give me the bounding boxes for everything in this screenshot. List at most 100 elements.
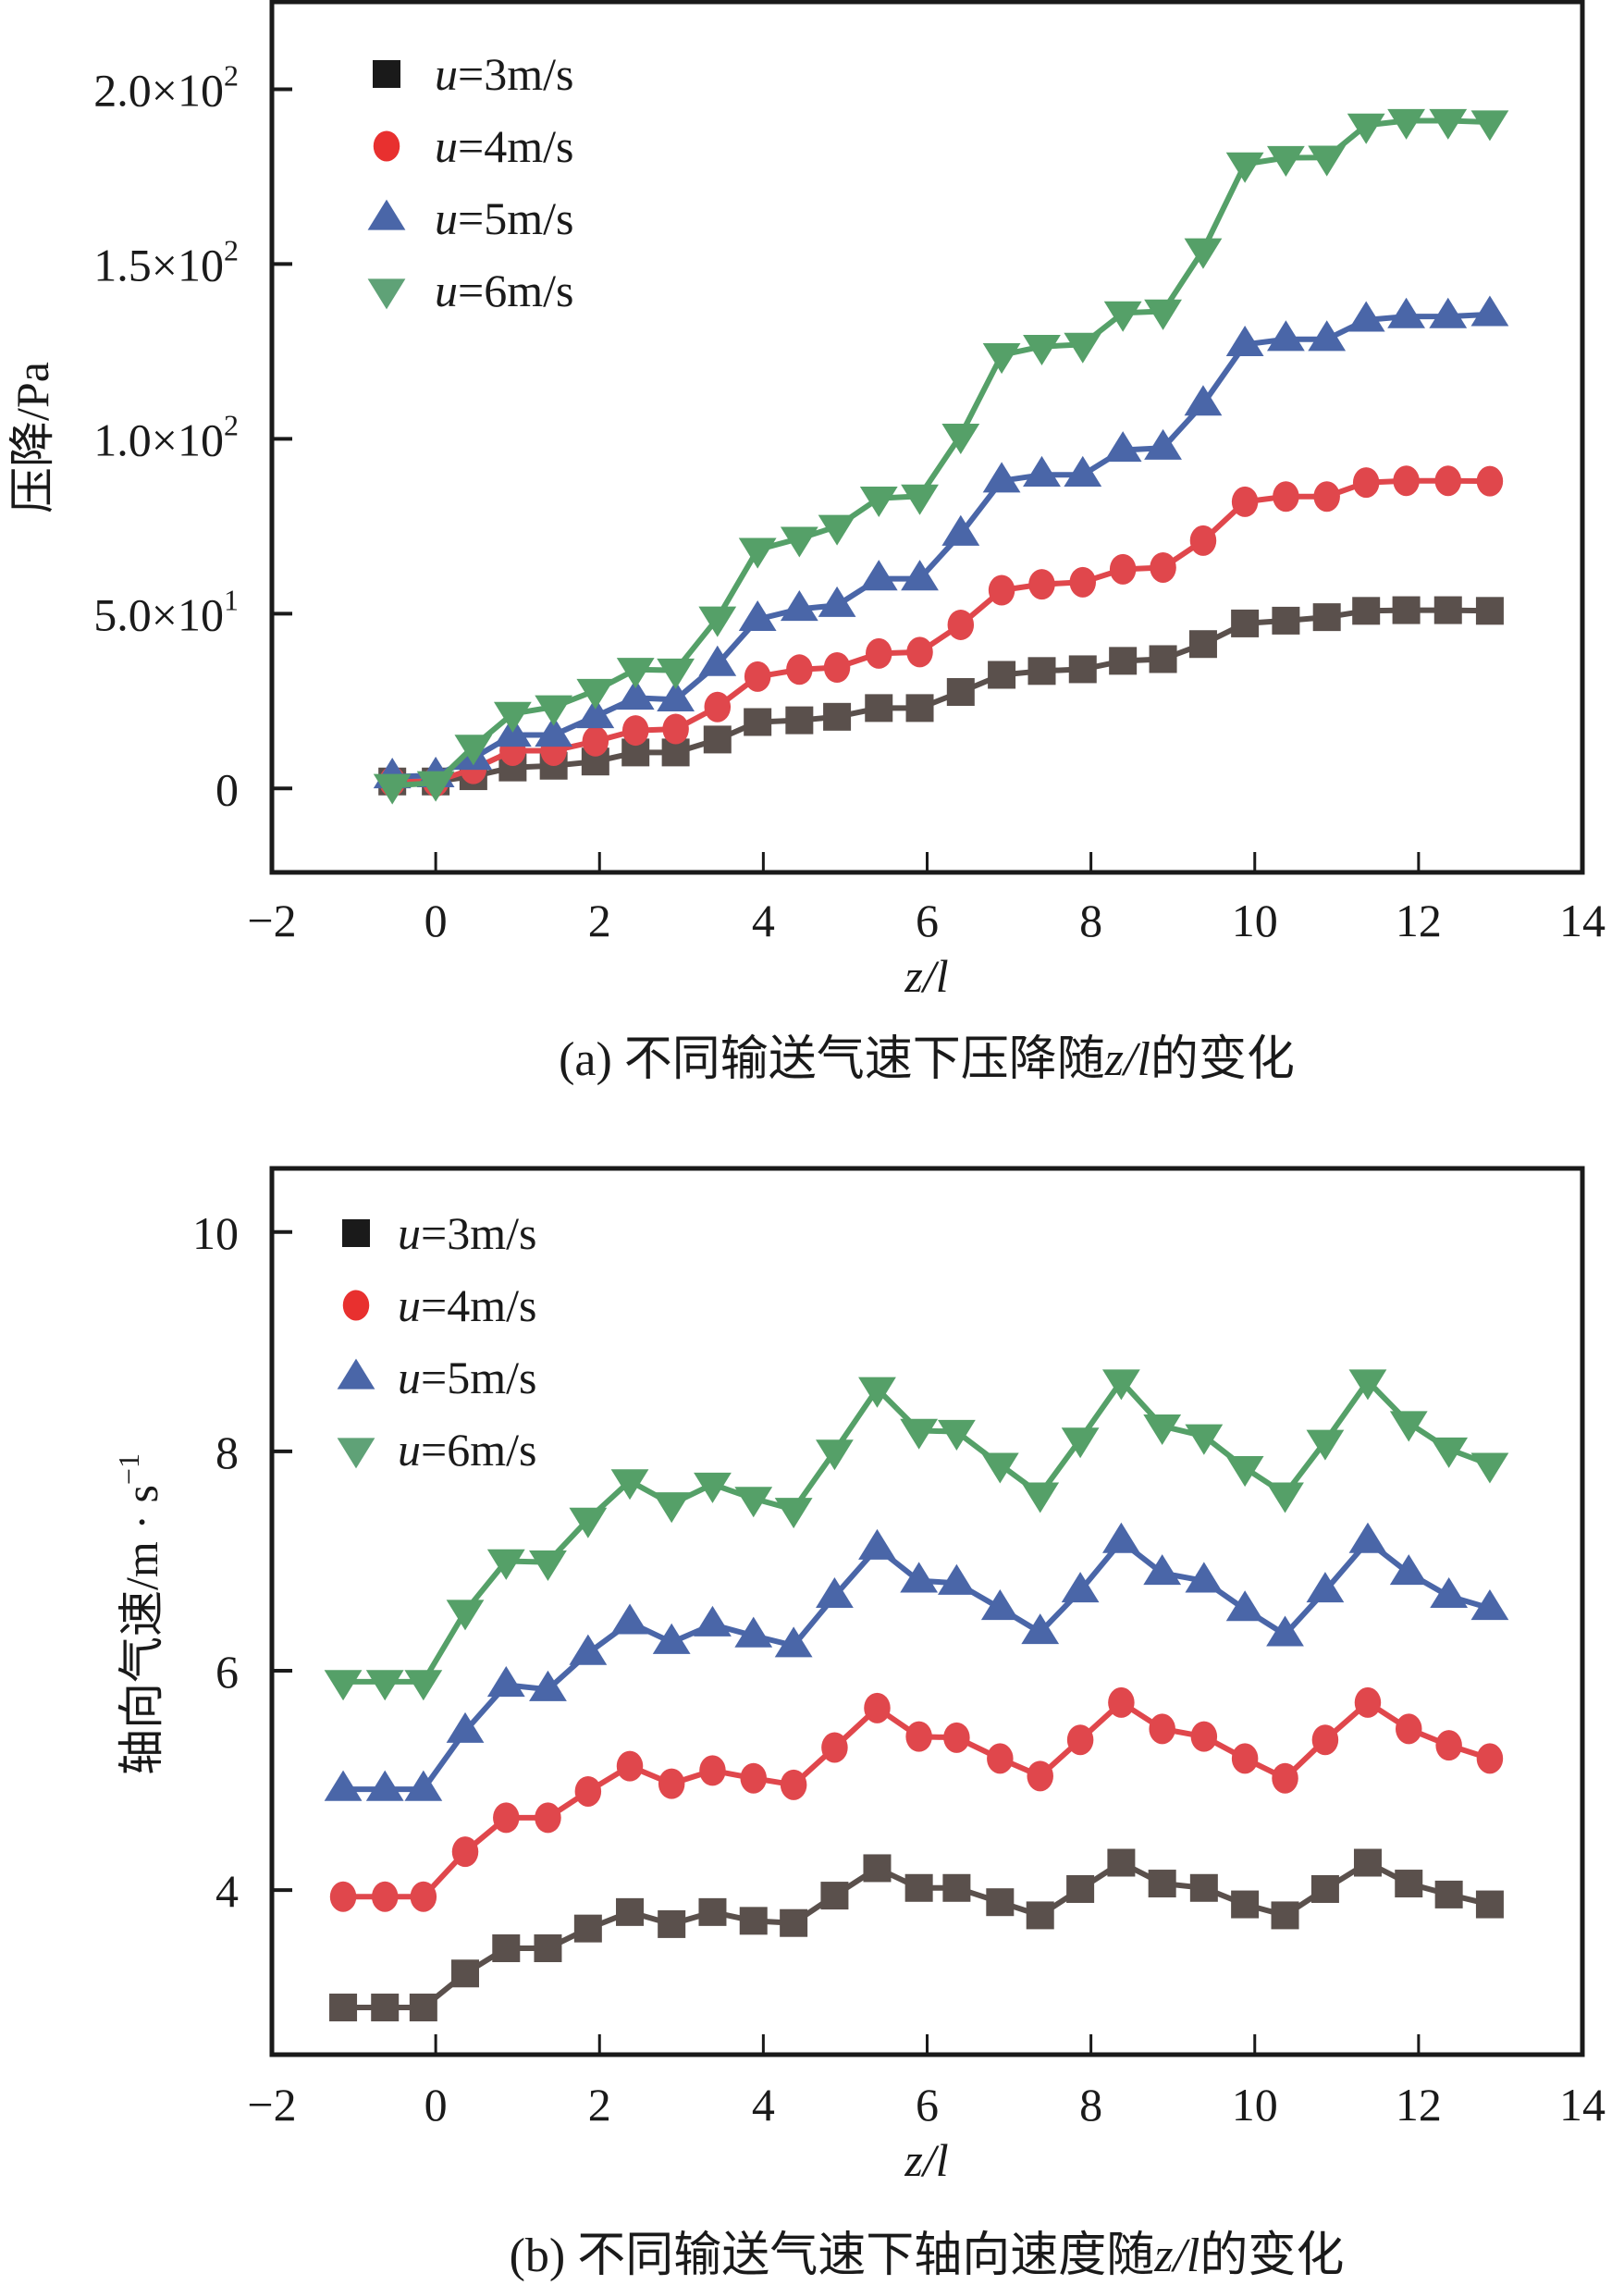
y-tick-label: 4 (215, 1865, 239, 1917)
x-tick-label: 0 (424, 2079, 448, 2131)
data-point (1225, 152, 1264, 183)
data-point (865, 637, 892, 669)
data-point (1189, 525, 1217, 556)
data-point (816, 1577, 854, 1609)
data-point (818, 586, 856, 617)
data-point (535, 695, 573, 726)
x-tick-label: 6 (916, 895, 939, 946)
data-point (451, 1836, 479, 1868)
chart-panel-a: −2 0 2 4 6 8 10 12 14 0 5.0×101 1.0×102 1.5×102 2.0×… (6, 0, 1606, 1086)
data-point (486, 1549, 525, 1580)
data-point (371, 1881, 399, 1912)
data-point (529, 1550, 567, 1582)
data-point (694, 1605, 732, 1637)
series-u-3m-s (329, 1848, 1504, 2022)
caption-prefix: (a) 不同输送气速下压降随 (559, 1033, 1105, 1086)
caption-prefix: (b) 不同输送气速下轴向速度随 (510, 2229, 1155, 2282)
data-point (1433, 596, 1462, 624)
x-tick-label: 2 (588, 2079, 611, 2131)
x-tick-label: 10 (1232, 895, 1278, 946)
x-tick-label: 4 (752, 895, 775, 946)
legend: u=3m/s u=4m/s u=5m/s u=6m/s (337, 1207, 536, 1476)
data-point (1148, 1870, 1176, 1898)
data-point (569, 1634, 608, 1665)
data-point (988, 661, 1016, 689)
caption-a: (a) 不同输送气速下压降随z/l的变化 (559, 1033, 1295, 1086)
data-point (657, 658, 695, 689)
data-point (1429, 108, 1468, 140)
data-point (734, 1487, 773, 1518)
data-point (1308, 145, 1347, 177)
data-point (616, 679, 655, 710)
data-point (943, 1722, 970, 1753)
data-point (492, 1933, 521, 1962)
series-line (392, 607, 1490, 784)
data-point (582, 725, 609, 757)
y-tick-label: 0 (215, 763, 239, 815)
data-point (1061, 1572, 1100, 1603)
data-point (786, 654, 813, 686)
data-point (1387, 297, 1425, 328)
x-tick-label: 14 (1559, 895, 1606, 946)
data-point (1389, 1411, 1428, 1442)
data-point (1434, 465, 1462, 497)
caption-suffix: 的变化 (1150, 1033, 1295, 1086)
data-point (1475, 1890, 1504, 1919)
data-point (1028, 569, 1055, 600)
data-point (1109, 553, 1137, 585)
data-point (780, 1908, 808, 1937)
data-point (1347, 113, 1385, 144)
data-point (365, 1770, 404, 1801)
series-u-6m-s (373, 108, 1509, 805)
caption-b: (b) 不同输送气速下轴向速度随z/l的变化 (510, 2229, 1345, 2282)
y-tick-label: 8 (215, 1427, 239, 1478)
data-point (1225, 325, 1264, 357)
caption-suffix: 的变化 (1200, 2229, 1344, 2282)
data-point (774, 1626, 813, 1658)
data-point (1144, 428, 1182, 460)
x-tick-label: −2 (247, 2079, 296, 2131)
data-point (610, 1603, 649, 1635)
data-point (704, 691, 732, 723)
data-point (1021, 1482, 1060, 1513)
data-point (905, 1721, 932, 1752)
data-point (823, 652, 851, 684)
data-point (1069, 566, 1097, 598)
y-tick-label: 5.0×101 (93, 583, 239, 640)
data-point (652, 1492, 691, 1524)
triangle-down-marker-icon (337, 1438, 375, 1469)
data-point (1387, 108, 1425, 140)
data-point (906, 636, 933, 668)
legend-label: u=6m/s (435, 265, 573, 316)
data-point (1312, 603, 1341, 632)
data-point (986, 1888, 1015, 1917)
x-tick-label: 12 (1396, 2079, 1442, 2131)
data-point (1064, 332, 1102, 364)
data-point (1434, 1880, 1463, 1908)
data-point (404, 1670, 443, 1701)
data-point (534, 1933, 562, 1962)
data-point (616, 658, 655, 689)
data-point (576, 678, 615, 710)
legend-label: u=5m/s (435, 192, 573, 244)
data-point (780, 590, 818, 622)
data-point (1231, 486, 1259, 517)
data-point (1143, 1554, 1182, 1586)
data-point (785, 706, 814, 735)
data-point (1026, 1901, 1054, 1930)
data-point (1308, 320, 1347, 352)
data-point (1272, 606, 1300, 635)
data-point (1061, 1427, 1100, 1459)
data-point (1353, 1848, 1382, 1877)
data-point (865, 694, 893, 723)
data-point (946, 677, 975, 706)
data-point (905, 694, 934, 723)
data-point (1021, 1613, 1060, 1645)
data-point (1470, 295, 1509, 327)
data-point (1066, 1874, 1095, 1903)
data-point (1023, 334, 1061, 366)
data-point (1311, 1724, 1339, 1756)
data-point (823, 702, 852, 731)
data-point (821, 1732, 848, 1763)
series-layer (373, 108, 1509, 805)
